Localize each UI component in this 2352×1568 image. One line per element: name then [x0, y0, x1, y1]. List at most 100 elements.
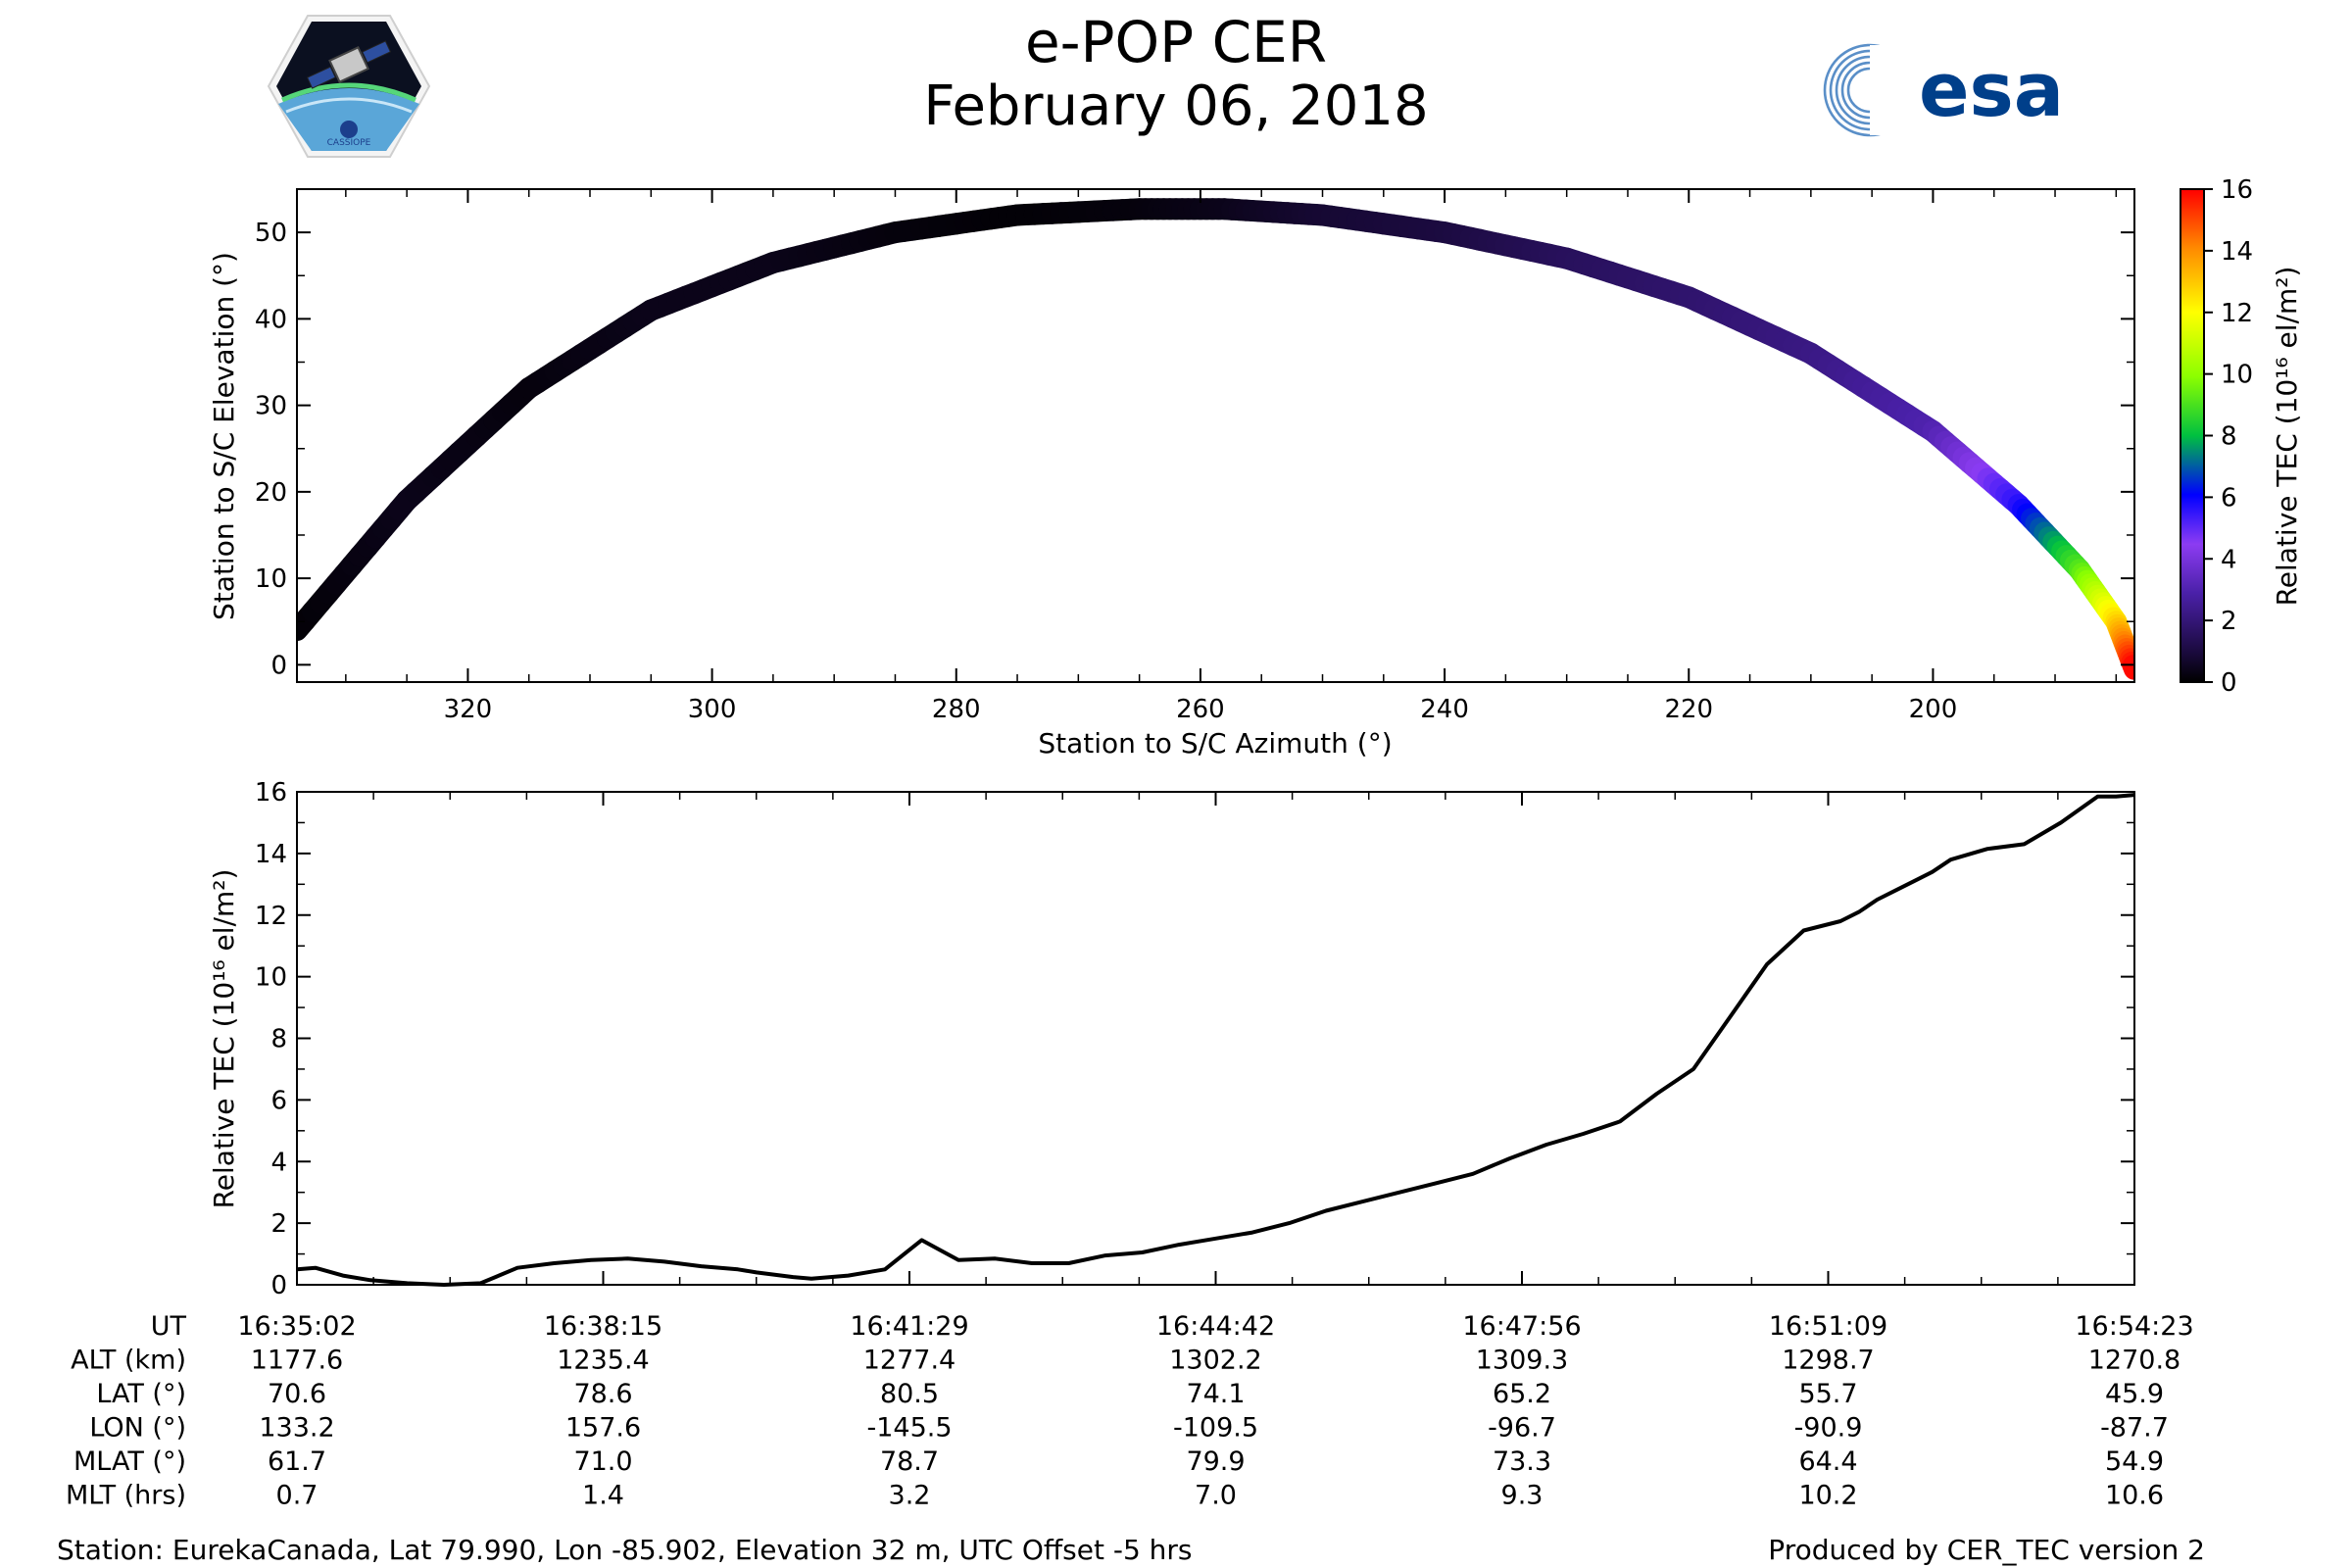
tec-series-line: [296, 793, 2135, 1287]
svg-text:esa: esa: [1919, 46, 2064, 133]
table-cell: -87.7: [2100, 1413, 2169, 1444]
table-cell: 0.7: [276, 1481, 318, 1511]
table-cell: 1235.4: [557, 1346, 649, 1376]
y-tick-label: 10: [255, 963, 287, 993]
table-cell: 74.1: [1186, 1379, 1245, 1409]
table-cell: 80.5: [880, 1379, 939, 1409]
table-cell: 9.3: [1501, 1481, 1544, 1511]
y-tick-label: 10: [255, 564, 287, 594]
colorbar-tick-label: 6: [2221, 483, 2237, 513]
colorbar-tick-label: 10: [2221, 361, 2253, 390]
table-cell: 1270.8: [2088, 1346, 2180, 1376]
cassiope-logo: CASSIOPE: [267, 15, 431, 158]
y-tick-label: 16: [255, 778, 287, 808]
orbit-info-table: UT ALT (km)LAT (°) LON (°)MLAT (°) MLT (hrs…: [66, 1311, 2194, 1511]
table-cell: 45.9: [2105, 1379, 2164, 1409]
table-row-label: UT: [151, 1311, 187, 1342]
satellite-track: [297, 198, 2134, 680]
colorbar-tick-label: 2: [2221, 607, 2237, 636]
table-cell: 7.0: [1195, 1481, 1237, 1511]
table-cell: 70.6: [268, 1379, 326, 1409]
bottom-plot-frame: [296, 791, 2135, 1286]
table-cell: 61.7: [268, 1446, 326, 1477]
table-cell: 16:38:15: [544, 1311, 662, 1342]
table-cell: 133.2: [259, 1413, 334, 1444]
title-text: e-POP CER: [1024, 9, 1328, 75]
station-info: Station: EurekaCanada, Lat 79.990, Lon -…: [57, 1534, 1193, 1566]
colorbar-tick-label: 16: [2221, 175, 2253, 205]
top-plot-ticks: 320 300 280 260 240 220 200 0 10 20 30 40 50: [255, 188, 2134, 724]
tec-time-series-plot: 0 2 4 6 8 10 12 14 16 Relative TEC (10¹⁶ el/m²): [208, 778, 2135, 1300]
y-tick-label: 12: [255, 902, 287, 931]
table-cell: 1298.7: [1782, 1346, 1874, 1376]
date-text: February 06, 2018: [923, 74, 1429, 138]
y-tick-label: 20: [255, 478, 287, 508]
table-cell: 79.9: [1186, 1446, 1245, 1477]
bottom-plot-ticks: 0 2 4 6 8 10 12 14 16: [255, 778, 2135, 1300]
x-tick-label: 200: [1909, 695, 1958, 724]
y-tick-label: 4: [270, 1148, 287, 1177]
y-tick-label: 0: [270, 1271, 287, 1300]
azimuth-axis-label: Station to S/C Azimuth (°): [1038, 727, 1392, 760]
table-cell: 78.6: [573, 1379, 632, 1409]
table-cell: 73.3: [1493, 1446, 1551, 1477]
table-cell: 10.2: [1798, 1481, 1857, 1511]
table-row-label: ALT (km): [71, 1346, 186, 1376]
table-cell: 1277.4: [863, 1346, 956, 1376]
table-row-label: LON (°): [89, 1413, 186, 1444]
table-cell: 1.4: [582, 1481, 624, 1511]
table-cell: -90.9: [1794, 1413, 1863, 1444]
y-tick-label: 50: [255, 219, 287, 248]
table-cell: 157.6: [565, 1413, 641, 1444]
tec-axis-label: Relative TEC (10¹⁶ el/m²): [208, 869, 240, 1209]
colorbar-tick-label: 4: [2221, 545, 2237, 574]
colorbar-label: Relative TEC (10¹⁶ el/m²): [2271, 267, 2303, 607]
table-row-label: LAT (°): [96, 1379, 186, 1409]
table-cell: 65.2: [1493, 1379, 1551, 1409]
table-cell: 64.4: [1798, 1446, 1857, 1477]
producer-info: Produced by CER_TEC version 2: [1768, 1534, 2205, 1566]
top-plot-frame: [296, 188, 2135, 683]
table-cell: 71.0: [573, 1446, 632, 1477]
x-tick-label: 260: [1176, 695, 1225, 724]
table-row-label: MLT (hrs): [66, 1481, 186, 1511]
table-cell: 78.7: [880, 1446, 939, 1477]
y-tick-label: 14: [255, 840, 287, 869]
y-tick-label: 6: [270, 1086, 287, 1115]
elevation-axis-label: Station to S/C Elevation (°): [208, 252, 240, 620]
svg-text:CASSIOPE: CASSIOPE: [327, 138, 371, 148]
tec-colorbar: 0 2 4 6 8 10 12 14 16 Relative TEC (10¹⁶ el/m²): [2180, 175, 2303, 698]
table-cell: 1309.3: [1476, 1346, 1568, 1376]
table-cell: 16:54:23: [2075, 1311, 2193, 1342]
table-cell: 1302.2: [1169, 1346, 1261, 1376]
table-cell: 3.2: [889, 1481, 931, 1511]
y-tick-label: 8: [270, 1025, 287, 1054]
x-tick-label: 320: [444, 695, 493, 724]
table-cell: 55.7: [1798, 1379, 1857, 1409]
x-tick-label: 280: [932, 695, 981, 724]
colorbar-tick-label: 8: [2221, 422, 2237, 452]
table-cell: 54.9: [2105, 1446, 2164, 1477]
colorbar-ticks: 0 2 4 6 8 10 12 14 16: [2204, 175, 2253, 698]
table-cell: 1177.6: [251, 1346, 343, 1376]
x-tick-label: 240: [1420, 695, 1469, 724]
y-tick-label: 40: [255, 305, 287, 334]
table-cell: 16:35:02: [237, 1311, 356, 1342]
table-cell: 10.6: [2105, 1481, 2164, 1511]
table-cell: -145.5: [866, 1413, 952, 1444]
esa-logo: esa: [1823, 43, 2064, 137]
x-tick-label: 220: [1664, 695, 1713, 724]
table-cell: -96.7: [1488, 1413, 1556, 1444]
colorbar-gradient: [2180, 188, 2205, 683]
table-row-label: MLAT (°): [74, 1446, 186, 1477]
colorbar-tick-label: 14: [2221, 237, 2253, 267]
y-tick-label: 30: [255, 392, 287, 421]
elevation-azimuth-plot: 320 300 280 260 240 220 200 0 10 20 30 40 50 Station…: [208, 188, 2135, 760]
y-tick-label: 0: [270, 651, 287, 680]
colorbar-tick-label: 12: [2221, 299, 2253, 328]
table-cell: -109.5: [1173, 1413, 1258, 1444]
table-cell: 16:51:09: [1769, 1311, 1887, 1342]
table-cell: 16:47:56: [1462, 1311, 1581, 1342]
chart-title: e-POP CER February 06, 2018: [0, 10, 2352, 139]
